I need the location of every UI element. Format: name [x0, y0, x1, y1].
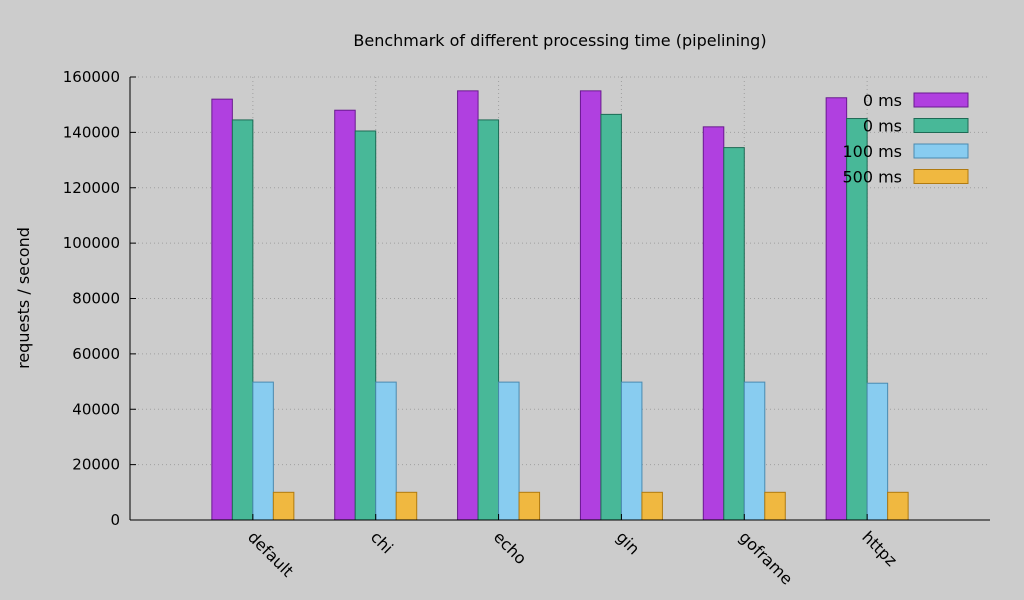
- bar: [457, 90, 479, 521]
- chart-title: Benchmark of different processing time (…: [353, 31, 766, 50]
- legend-swatch: [913, 143, 969, 159]
- bar: [702, 126, 725, 521]
- y-tick-label: 60000: [72, 345, 120, 363]
- x-tick-label: echo: [490, 527, 531, 568]
- bar: [252, 381, 274, 521]
- bar: [866, 382, 889, 521]
- bar: [518, 491, 541, 521]
- y-tick-label: 160000: [63, 68, 120, 86]
- y-tick-label: 0: [110, 511, 120, 529]
- bar: [211, 98, 233, 521]
- bar: [354, 130, 377, 521]
- bar: [498, 381, 520, 521]
- bar: [764, 491, 786, 521]
- bar: [395, 491, 418, 521]
- y-tick-label: 40000: [72, 400, 120, 418]
- bar: [375, 381, 397, 521]
- bar: [334, 109, 356, 521]
- legend-swatch: [913, 92, 969, 108]
- x-tick-label: default: [244, 527, 297, 580]
- bar: [743, 381, 766, 521]
- bar: [723, 147, 745, 521]
- x-tick-label: gin: [613, 527, 644, 558]
- legend-label: 0 ms: [863, 91, 902, 110]
- y-tick-label: 100000: [63, 234, 120, 252]
- y-tick-label: 20000: [72, 456, 120, 474]
- x-tick-label: chi: [367, 527, 397, 557]
- x-tick-labels: default chi echo gin goframe httpz: [244, 527, 901, 588]
- y-tick-label: 140000: [63, 123, 120, 141]
- legend-swatch: [913, 118, 969, 133]
- legend-swatch: [913, 169, 969, 184]
- bar: [641, 491, 663, 521]
- bar: [620, 381, 643, 521]
- bars: [211, 90, 909, 521]
- axes: [129, 76, 990, 521]
- legend: 0 ms 0 ms 100 ms 500 ms: [842, 91, 969, 187]
- bar: [600, 113, 622, 521]
- legend-label: 100 ms: [842, 142, 902, 161]
- bar: [579, 90, 602, 521]
- legend-label: 500 ms: [842, 168, 902, 187]
- bar: [477, 119, 500, 521]
- bar: [887, 491, 909, 521]
- bar: [272, 491, 295, 521]
- y-tick-label: 80000: [72, 290, 120, 308]
- y-tick-labels: 0 20000 40000 60000 80000 100000 120000 140000 1…: [63, 68, 120, 529]
- bar: [231, 119, 254, 521]
- x-tick-label: httpz: [858, 527, 901, 570]
- bar: [825, 97, 848, 521]
- legend-label: 0 ms: [863, 117, 902, 136]
- y-tick-label: 120000: [63, 179, 120, 197]
- x-tick-label: goframe: [735, 527, 796, 588]
- y-axis-label: requests / second: [14, 227, 33, 369]
